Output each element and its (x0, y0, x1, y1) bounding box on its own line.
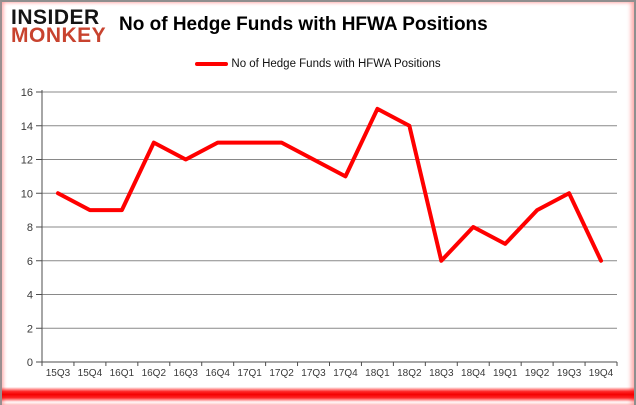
y-tick-label: 14 (21, 121, 33, 133)
x-tick-label: 16Q3 (174, 368, 199, 379)
bottom-red-bar (2, 387, 634, 402)
y-tick-label: 10 (21, 188, 33, 200)
x-tick-label: 15Q4 (78, 368, 103, 379)
x-tick-label: 16Q2 (142, 368, 167, 379)
x-tick-label: 18Q3 (429, 368, 454, 379)
legend-line-marker-icon (195, 62, 229, 66)
y-tick-label: 12 (21, 155, 33, 167)
legend-label: No of Hedge Funds with HFWA Positions (231, 58, 441, 70)
x-tick-label: 15Q3 (46, 368, 71, 379)
y-tick-label: 6 (27, 256, 33, 268)
x-tick-label: 17Q3 (301, 368, 326, 379)
x-tick-label: 16Q1 (110, 368, 135, 379)
y-tick-label: 16 (21, 87, 33, 99)
x-tick-label: 19Q1 (493, 368, 518, 379)
logo-line2: MONKEY (11, 23, 107, 47)
y-tick-label: 0 (27, 357, 33, 369)
logo-line1: INSIDER (11, 6, 100, 29)
x-tick-label: 17Q1 (237, 368, 262, 379)
x-tick-label: 18Q2 (397, 368, 422, 379)
x-tick-label: 19Q4 (589, 368, 614, 379)
y-tick-label: 2 (27, 323, 33, 335)
legend: No of Hedge Funds with HFWA Positions (2, 58, 634, 70)
x-tick-label: 19Q3 (557, 368, 582, 379)
x-tick-label: 16Q4 (205, 368, 230, 379)
x-tick-label: 17Q4 (333, 368, 358, 379)
x-tick-label: 19Q2 (525, 368, 550, 379)
y-tick-label: 4 (27, 290, 33, 302)
insider-monkey-logo: INSIDER MONKEY (11, 6, 107, 47)
y-tick-label: 8 (27, 222, 33, 234)
x-tick-label: 18Q1 (365, 368, 390, 379)
chart-title: No of Hedge Funds with HFWA Positions (119, 14, 488, 35)
series-line (55, 106, 604, 263)
x-tick-label: 18Q4 (461, 368, 486, 379)
x-tick-label: 17Q2 (269, 368, 294, 379)
